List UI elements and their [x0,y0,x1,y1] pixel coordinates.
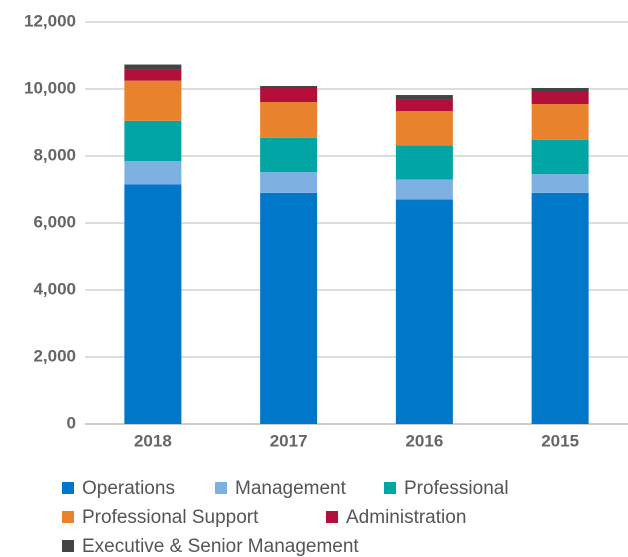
bar-segment [260,87,318,103]
bar-segment [395,199,453,424]
legend-swatch [326,511,338,523]
y-tick-label: 10,000 [24,78,76,97]
bar-segment [395,99,453,112]
legend-label: Professional [404,478,509,499]
legend-label: Operations [82,478,175,499]
y-tick-label: 0 [67,413,76,432]
legend-swatch [62,482,74,494]
legend-label: Administration [346,507,466,528]
bar-segment [531,192,589,424]
legend-label: Professional Support [82,507,259,528]
bar-segment [531,87,589,93]
x-tick-label: 2017 [270,431,308,450]
bar-segment [124,69,182,81]
x-tick-label: 2018 [134,431,172,450]
legend-swatch [62,511,74,523]
bar-segment [260,172,318,193]
legend-swatch [215,482,227,494]
x-tick-label: 2016 [405,431,443,450]
bar-segment [531,104,589,140]
bar-segment [531,139,589,175]
bar-segment [124,161,182,185]
y-tick-label: 2,000 [33,346,76,365]
bar-segment [395,145,453,180]
bar-segment [124,120,182,162]
bar-segment [124,64,182,70]
bar-segment [260,192,318,424]
bar-segment [395,179,453,200]
x-tick-label: 2015 [541,431,579,450]
y-tick-label: 12,000 [24,11,76,30]
bar-segment [260,137,318,173]
y-tick-label: 6,000 [33,212,76,231]
legend-swatch [384,482,396,494]
legend-label: Management [235,478,347,499]
bar-segment [260,102,318,138]
bar-segment [124,80,182,121]
bar-segment [531,174,589,193]
bar-segment [531,92,589,105]
bar-segment [395,95,453,100]
legend-label: Executive & Senior Management [82,536,359,557]
bar-segment [124,184,182,424]
y-tick-label: 4,000 [33,279,76,298]
bar-segment [260,85,318,88]
legend-swatch [62,540,74,552]
y-tick-label: 8,000 [33,145,76,164]
bar-segment [395,111,453,146]
